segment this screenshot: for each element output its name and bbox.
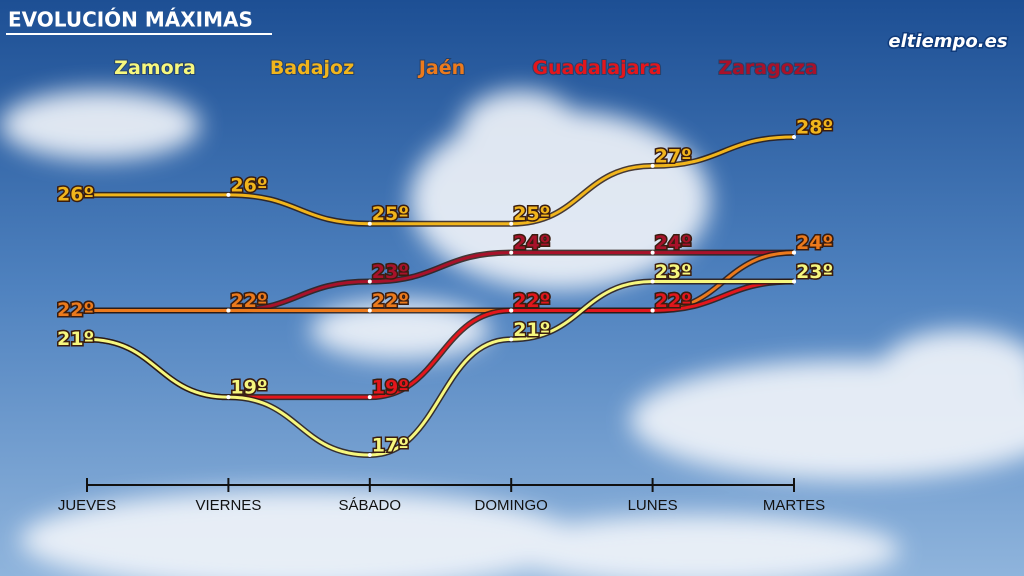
value-label: 22º: [513, 290, 550, 312]
point: [650, 279, 655, 284]
point: [226, 308, 231, 313]
point: [226, 192, 231, 197]
value-label: 23º: [796, 261, 833, 283]
value-label: 23º: [655, 261, 692, 283]
value-label: 27º: [655, 145, 692, 167]
point: [85, 308, 89, 313]
value-label: 24º: [655, 232, 692, 254]
point: [792, 279, 796, 284]
value-label: 17º: [372, 435, 409, 457]
value-label: 24º: [513, 232, 550, 254]
x-tick-label: JUEVES: [58, 497, 116, 514]
value-label: 19º: [372, 377, 409, 399]
value-label: 28º: [796, 117, 833, 139]
value-label: 23º: [796, 261, 833, 283]
value-label: 24º: [796, 232, 833, 254]
value-label: 25º: [513, 203, 550, 225]
point: [367, 308, 372, 313]
point: [650, 163, 655, 168]
point: [226, 395, 231, 400]
value-label: 22º: [57, 299, 94, 321]
legend-entry: Zamora: [114, 57, 196, 79]
point: [509, 308, 514, 313]
point: [367, 453, 372, 457]
value-label: 26º: [57, 183, 94, 205]
value-label: 23º: [372, 261, 409, 283]
point: [367, 221, 372, 226]
x-tick-label: MARTES: [763, 497, 825, 514]
value-label: 24º: [796, 232, 833, 254]
logo: eltiempo.es: [888, 31, 1007, 52]
series-line: [86, 135, 795, 226]
value-label: 21º: [57, 328, 94, 350]
value-label: 22º: [230, 290, 267, 312]
point: [85, 192, 89, 197]
legend-entry: Jaén: [417, 57, 465, 79]
value-label: 22º: [57, 299, 94, 321]
point: [792, 250, 796, 255]
value-label: 26º: [230, 174, 267, 196]
series-line: [87, 251, 795, 312]
legend-entry: Badajoz: [270, 57, 354, 79]
value-label: 19º: [230, 377, 267, 399]
value-label: 22º: [513, 290, 550, 312]
value-label: 22º: [655, 290, 692, 312]
x-tick-label: VIERNES: [195, 497, 261, 514]
point: [509, 337, 514, 342]
x-tick-label: SÁBADO: [339, 497, 402, 514]
point: [650, 250, 655, 255]
point: [792, 135, 796, 139]
point: [367, 395, 372, 400]
x-tick-label: DOMINGO: [475, 497, 548, 514]
value-label: 25º: [372, 203, 409, 225]
chart-title: EVOLUCIÓN MÁXIMAS: [8, 8, 253, 32]
x-tick-label: LUNES: [628, 497, 678, 514]
value-label: 22º: [372, 290, 409, 312]
point: [85, 337, 89, 342]
value-label: 22º: [655, 290, 692, 312]
point: [509, 250, 514, 255]
point: [509, 221, 514, 226]
value-label: 19º: [230, 377, 267, 399]
value-label: 21º: [57, 328, 94, 350]
value-label: 21º: [513, 319, 550, 341]
legend-entry: Zaragoza: [718, 57, 817, 79]
point: [650, 308, 655, 313]
legend-entry: Guadalajara: [532, 57, 661, 79]
point: [367, 279, 372, 284]
clouds: [0, 90, 1024, 576]
value-label: 22º: [230, 290, 267, 312]
